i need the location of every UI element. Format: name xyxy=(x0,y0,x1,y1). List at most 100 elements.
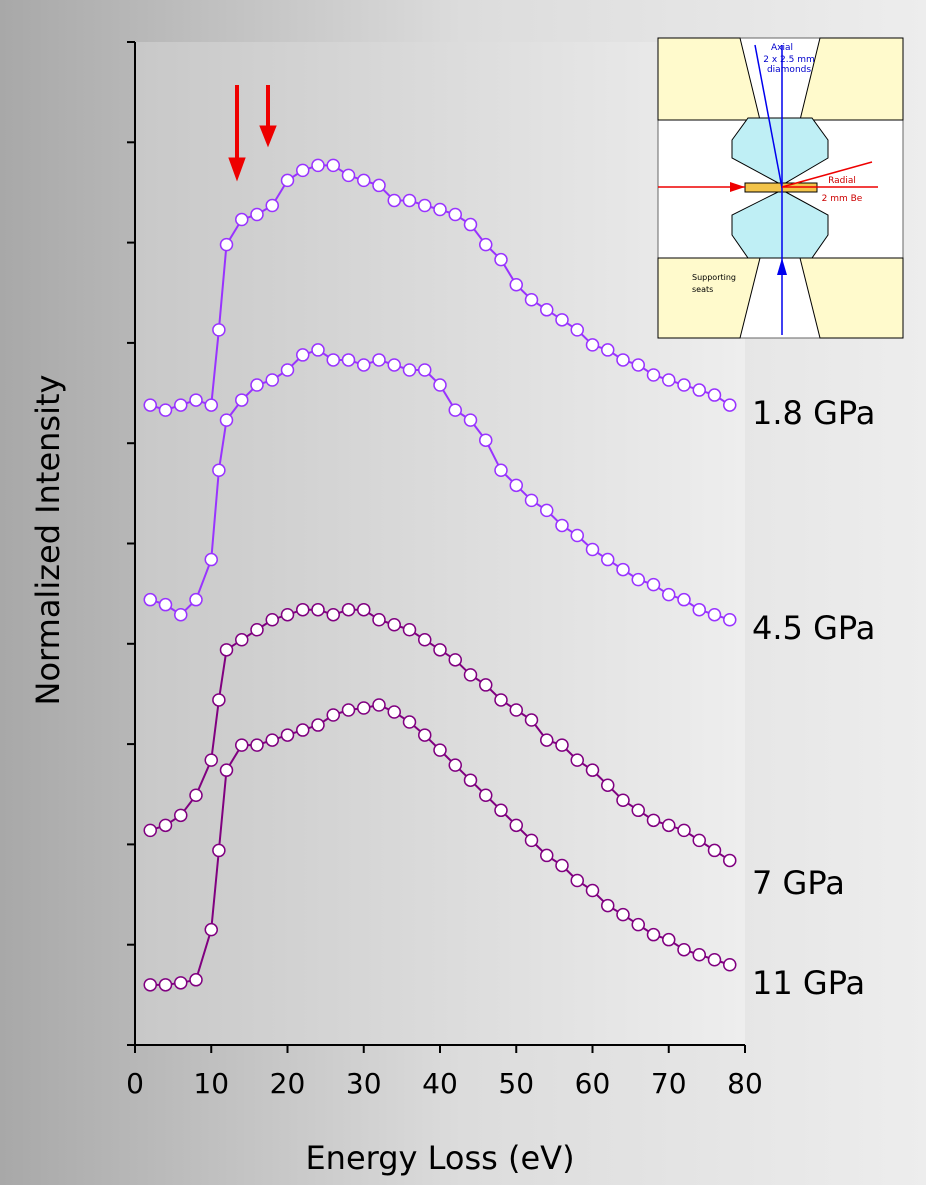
x-tick-label: 30 xyxy=(346,1067,382,1100)
data-point xyxy=(357,701,371,715)
data-point xyxy=(341,168,356,183)
data-point xyxy=(631,917,645,932)
data-point xyxy=(540,848,554,863)
data-point xyxy=(723,853,737,868)
data-point xyxy=(143,398,157,412)
series-label: 4.5 GPa xyxy=(752,609,875,647)
data-point xyxy=(707,607,722,622)
data-point xyxy=(296,163,310,178)
data-point xyxy=(662,373,676,387)
data-point xyxy=(219,763,234,777)
data-point xyxy=(158,597,173,612)
data-point xyxy=(402,363,417,377)
data-point xyxy=(509,478,523,493)
data-point xyxy=(631,803,645,818)
data-point xyxy=(494,803,508,818)
data-point xyxy=(296,348,310,362)
data-point xyxy=(692,947,706,962)
data-point xyxy=(418,363,432,377)
series-label: 7 GPa xyxy=(752,864,845,902)
data-point xyxy=(646,927,661,942)
x-tick-label: 40 xyxy=(422,1067,458,1100)
data-point xyxy=(341,602,356,617)
data-point xyxy=(677,823,691,838)
data-point xyxy=(524,833,539,848)
data-point xyxy=(570,753,584,767)
x-tick-label: 50 xyxy=(498,1067,534,1100)
data-point xyxy=(219,413,234,427)
data-point xyxy=(707,843,722,858)
data-point xyxy=(296,602,310,617)
inset-label: Axial xyxy=(771,43,793,53)
data-point xyxy=(433,202,447,217)
inset-label: seats xyxy=(692,285,713,294)
data-point xyxy=(402,193,417,208)
data-point xyxy=(448,653,462,667)
data-point xyxy=(555,738,569,752)
data-point xyxy=(174,976,188,990)
series-label: 11 GPa xyxy=(752,964,865,1002)
data-point xyxy=(479,237,493,252)
data-point xyxy=(212,463,226,478)
x-axis-title: Energy Loss (eV) xyxy=(305,1139,574,1177)
data-point xyxy=(212,693,226,707)
data-point xyxy=(433,643,447,657)
data-point xyxy=(677,942,691,957)
data-point xyxy=(570,528,584,543)
data-point xyxy=(555,518,569,533)
series-line xyxy=(149,348,731,621)
data-point xyxy=(387,358,401,372)
data-point xyxy=(555,313,569,327)
data-point xyxy=(646,368,661,382)
data-point xyxy=(646,577,661,592)
data-point xyxy=(631,358,645,372)
data-point xyxy=(235,393,249,407)
data-point xyxy=(463,217,478,232)
data-point xyxy=(646,813,661,828)
data-point xyxy=(585,883,600,898)
data-point xyxy=(143,592,157,607)
data-point xyxy=(311,718,325,732)
data-point xyxy=(280,728,295,742)
data-point xyxy=(212,323,226,337)
data-point xyxy=(357,173,371,188)
data-point xyxy=(326,158,340,173)
series-label: 1.8 GPa xyxy=(752,394,875,432)
data-point xyxy=(524,293,539,307)
data-point xyxy=(280,607,295,622)
data-point xyxy=(189,788,203,803)
data-point xyxy=(616,793,630,808)
inset-label: Radial xyxy=(828,176,856,186)
data-point xyxy=(174,398,188,412)
data-point xyxy=(433,743,447,757)
data-point xyxy=(357,602,371,617)
x-tick-label: 80 xyxy=(727,1067,763,1100)
x-tick-label: 0 xyxy=(126,1067,144,1100)
data-point xyxy=(524,493,539,508)
series-line xyxy=(149,164,731,412)
data-point xyxy=(570,873,584,888)
data-point xyxy=(540,733,554,747)
data-point xyxy=(540,503,554,518)
data-point xyxy=(677,592,691,607)
data-point xyxy=(448,207,462,222)
data-point xyxy=(212,843,226,858)
data-point xyxy=(601,343,615,357)
data-point xyxy=(509,703,523,717)
data-point xyxy=(692,833,706,848)
data-point xyxy=(387,617,401,632)
inset-label: 2 mm Be xyxy=(822,194,863,204)
data-point xyxy=(357,358,371,372)
data-point xyxy=(265,373,279,387)
data-point xyxy=(204,922,218,937)
data-point xyxy=(235,738,249,752)
data-point xyxy=(509,818,523,833)
data-point xyxy=(204,753,218,767)
data-point xyxy=(692,602,706,617)
data-point xyxy=(387,705,401,719)
data-point xyxy=(174,808,188,823)
data-point xyxy=(418,633,432,647)
data-point xyxy=(219,237,234,252)
data-point xyxy=(585,338,600,352)
y-axis-title: Normalized Intensity xyxy=(29,375,67,706)
